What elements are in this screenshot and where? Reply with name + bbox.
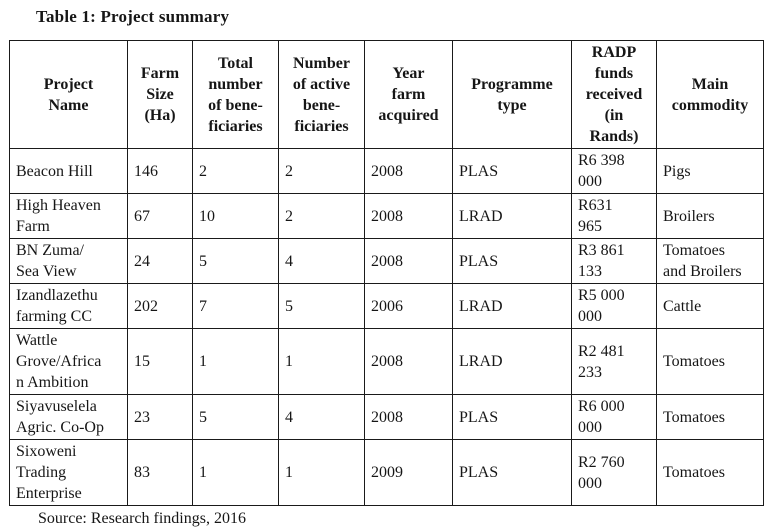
cell-project-name: Beacon Hill: [9, 148, 128, 194]
cell-active-beneficiaries: 2: [278, 148, 365, 194]
column-header-farm-size: Farm Size (Ha): [127, 40, 193, 149]
table-title: Table 1: Project summary: [36, 7, 230, 26]
table-row: High Heaven Farm 67 10 2 2008 LRAD R631 965 Bro…: [9, 193, 764, 239]
cell-programme-type: PLAS: [452, 148, 572, 194]
cell-year-acquired: 2008: [364, 238, 453, 284]
cell-main-commodity: Tomatoes: [656, 394, 764, 440]
cell-project-name: Sixoweni Trading Enterprise: [9, 439, 128, 506]
cell-programme-type: PLAS: [452, 439, 572, 506]
cell-total-beneficiaries: 7: [192, 283, 279, 329]
cell-active-beneficiaries: 2: [278, 193, 365, 239]
cell-project-name: BN Zuma/ Sea View: [9, 238, 128, 284]
table-row: Siyavuselela Agric. Co-Op 23 5 4 2008 PLAS R6 …: [9, 394, 764, 440]
cell-radp-funds: R3 861 133: [571, 238, 657, 284]
cell-year-acquired: 2008: [364, 193, 453, 239]
cell-total-beneficiaries: 5: [192, 394, 279, 440]
cell-main-commodity: Tomatoes and Broilers: [656, 238, 764, 284]
cell-programme-type: LRAD: [452, 328, 572, 395]
cell-active-beneficiaries: 1: [278, 328, 365, 395]
column-header-active-beneficiaries: Number of active bene- ficiaries: [278, 40, 365, 149]
cell-year-acquired: 2008: [364, 328, 453, 395]
cell-main-commodity: Tomatoes: [656, 439, 764, 506]
cell-radp-funds: R6 398 000: [571, 148, 657, 194]
cell-active-beneficiaries: 4: [278, 394, 365, 440]
table-header: Project Name Farm Size (Ha) Total number…: [9, 40, 764, 149]
cell-farm-size: 146: [127, 148, 193, 194]
cell-active-beneficiaries: 4: [278, 238, 365, 284]
cell-total-beneficiaries: 2: [192, 148, 279, 194]
column-header-year-acquired: Year farm acquired: [364, 40, 453, 149]
cell-farm-size: 24: [127, 238, 193, 284]
cell-farm-size: 67: [127, 193, 193, 239]
cell-farm-size: 23: [127, 394, 193, 440]
cell-project-name: High Heaven Farm: [9, 193, 128, 239]
cell-farm-size: 83: [127, 439, 193, 506]
cell-total-beneficiaries: 5: [192, 238, 279, 284]
column-header-programme-type: Programme type: [452, 40, 572, 149]
cell-total-beneficiaries: 10: [192, 193, 279, 239]
cell-radp-funds: R5 000 000: [571, 283, 657, 329]
cell-programme-type: LRAD: [452, 193, 572, 239]
cell-main-commodity: Broilers: [656, 193, 764, 239]
cell-radp-funds: R6 000 000: [571, 394, 657, 440]
cell-year-acquired: 2008: [364, 394, 453, 440]
table-row: Beacon Hill 146 2 2 2008 PLAS R6 398 000 Pigs: [9, 148, 764, 194]
project-summary-table: Project Name Farm Size (Ha) Total number…: [9, 40, 764, 506]
table-row: Wattle Grove/Africa n Ambition 15 1 1 2008 LR…: [9, 328, 764, 395]
cell-main-commodity: Tomatoes: [656, 328, 764, 395]
cell-active-beneficiaries: 1: [278, 439, 365, 506]
table-row: Sixoweni Trading Enterprise 83 1 1 2009 PLAS R…: [9, 439, 764, 506]
cell-main-commodity: Pigs: [656, 148, 764, 194]
table-body: Beacon Hill 146 2 2 2008 PLAS R6 398 000 Pigs Hi…: [9, 148, 764, 506]
cell-project-name: Siyavuselela Agric. Co-Op: [9, 394, 128, 440]
column-header-total-beneficiaries: Total number of bene- ficiaries: [192, 40, 279, 149]
column-header-radp-funds: RADP funds received (in Rands): [571, 40, 657, 149]
cell-farm-size: 15: [127, 328, 193, 395]
cell-radp-funds: R2 760 000: [571, 439, 657, 506]
table-row: BN Zuma/ Sea View 24 5 4 2008 PLAS R3 861 133 T…: [9, 238, 764, 284]
cell-radp-funds: R2 481 233: [571, 328, 657, 395]
cell-farm-size: 202: [127, 283, 193, 329]
cell-year-acquired: 2008: [364, 148, 453, 194]
cell-radp-funds: R631 965: [571, 193, 657, 239]
cell-active-beneficiaries: 5: [278, 283, 365, 329]
cell-total-beneficiaries: 1: [192, 328, 279, 395]
cell-programme-type: PLAS: [452, 394, 572, 440]
cell-year-acquired: 2006: [364, 283, 453, 329]
table-row: Izandlazethu farming CC 202 7 5 2006 LRAD R5 0…: [9, 283, 764, 329]
column-header-main-commodity: Main commodity: [656, 40, 764, 149]
cell-programme-type: PLAS: [452, 238, 572, 284]
column-header-project-name: Project Name: [9, 40, 128, 149]
cell-main-commodity: Cattle: [656, 283, 764, 329]
source-note: Source: Research findings, 2016: [38, 510, 246, 527]
cell-project-name: Wattle Grove/Africa n Ambition: [9, 328, 128, 395]
cell-total-beneficiaries: 1: [192, 439, 279, 506]
cell-project-name: Izandlazethu farming CC: [9, 283, 128, 329]
cell-programme-type: LRAD: [452, 283, 572, 329]
header-row: Project Name Farm Size (Ha) Total number…: [9, 40, 764, 149]
cell-year-acquired: 2009: [364, 439, 453, 506]
